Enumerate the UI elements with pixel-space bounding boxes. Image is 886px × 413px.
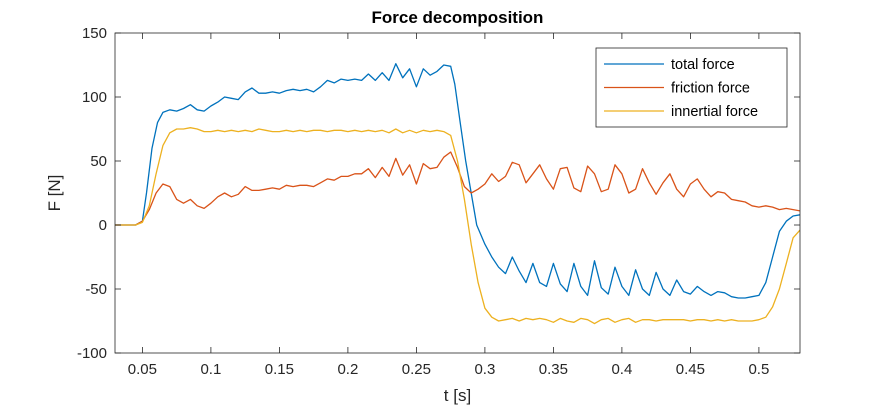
- x-tick-label: 0.1: [200, 361, 221, 378]
- ticks: 0.05 0.1 0.15 0.2 0.25 0.3 0.35 0.4 0.45 0.5 -100 -…: [77, 25, 800, 378]
- y-tick-label: 150: [82, 25, 107, 42]
- y-tick-label: -100: [77, 345, 107, 362]
- series-group: [115, 63, 800, 325]
- x-tick-label: 0.45: [676, 361, 705, 378]
- series-line-friction-force: [115, 151, 800, 226]
- x-tick-label: 0.15: [265, 361, 294, 378]
- x-tick-label: 0.5: [748, 361, 769, 378]
- y-tick-label: 100: [82, 89, 107, 106]
- chart-title: Force decomposition: [372, 8, 544, 27]
- y-tick-label: -50: [85, 281, 107, 298]
- legend-entry-label: total force: [671, 57, 735, 73]
- x-tick-label: 0.4: [611, 361, 632, 378]
- legend-entry-label: innertial force: [671, 104, 758, 120]
- series-line-total-force: [115, 63, 800, 299]
- x-tick-label: 0.2: [337, 361, 358, 378]
- y-tick-label: 0: [99, 217, 107, 234]
- x-axis-label: t [s]: [444, 386, 471, 405]
- legend-entry-label: friction force: [671, 81, 750, 97]
- y-tick-label: 50: [90, 153, 107, 170]
- x-tick-label: 0.35: [539, 361, 568, 378]
- series-line-innertial-force: [115, 127, 800, 325]
- axes-box: [114, 32, 801, 354]
- legend: total force friction force innertial force: [595, 47, 788, 128]
- x-tick-label: 0.25: [402, 361, 431, 378]
- x-tick-label: 0.3: [474, 361, 495, 378]
- y-axis-label: F [N]: [45, 175, 64, 212]
- x-tick-label: 0.05: [128, 361, 157, 378]
- axes: [114, 32, 801, 354]
